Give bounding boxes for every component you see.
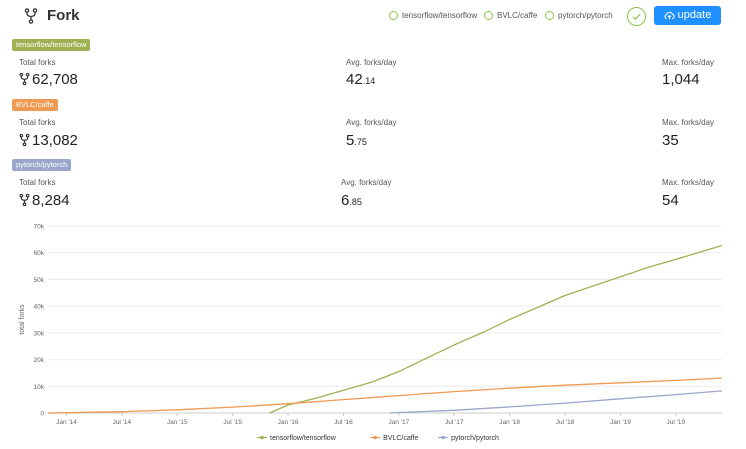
repo-option-label: tensorflow/tensorflow xyxy=(402,11,478,20)
total-forks-label: Total forks xyxy=(19,178,56,187)
check-icon xyxy=(632,13,641,21)
x-tick-label: Jul '14 xyxy=(113,419,132,426)
repo-option-label: pytorch/pytorch xyxy=(558,11,613,20)
max-forks-label: Max. forks/day xyxy=(662,178,715,187)
fork-icon xyxy=(19,193,30,207)
avg-forks-frac: .14 xyxy=(362,76,376,86)
legend-marker xyxy=(373,435,377,440)
max-forks-label: Max. forks/day xyxy=(662,58,715,67)
repo-tag-caffe: BVLC/caffe xyxy=(12,99,58,111)
avg-forks-int: 5 xyxy=(346,132,355,149)
fork-icon xyxy=(19,72,30,86)
y-tick-label: 70k xyxy=(34,224,45,231)
x-tick-label: Jan '17 xyxy=(388,419,409,426)
total-forks-label: Total forks xyxy=(19,58,56,67)
y-tick-label: 0 xyxy=(40,411,44,418)
y-axis-label: total forks xyxy=(19,304,26,335)
forks-line-chart: 0 10k 20k 30k 40k 50k 60k 70k total forks Jan '14… xyxy=(19,224,723,442)
y-tick-label: 60k xyxy=(34,250,45,257)
radio-icon[interactable] xyxy=(389,11,398,20)
x-tick-label: Jul '19 xyxy=(667,419,686,426)
y-tick-label: 20k xyxy=(34,357,45,364)
total-forks-value: 8,284 xyxy=(19,192,70,209)
total-forks-value: 62,708 xyxy=(19,71,78,88)
avg-forks-frac: .85 xyxy=(349,197,362,207)
total-forks-label: Total forks xyxy=(19,118,56,127)
repo-tag-tensorflow: tensorflow/tensorflow xyxy=(12,39,91,51)
update-button-label: update xyxy=(677,9,712,21)
repo-tag-pytorch: pytorch/pytorch xyxy=(12,159,72,171)
x-tick-label: Jul '15 xyxy=(223,419,242,426)
x-tick-label: Jan '14 xyxy=(56,419,77,426)
total-forks-number: 62,708 xyxy=(32,71,78,88)
max-forks-value: 1,044 xyxy=(662,71,700,88)
y-tick-label: 30k xyxy=(34,330,45,337)
fork-icon xyxy=(19,133,30,147)
radio-icon[interactable] xyxy=(545,11,554,20)
cloud-upload-icon xyxy=(664,11,675,20)
repo-option-label: BVLC/caffe xyxy=(497,11,538,20)
header: Fork tensorflow/tensorflow BVLC/caffe py… xyxy=(0,0,746,34)
total-forks-value: 13,082 xyxy=(19,132,78,149)
legend-marker xyxy=(441,435,445,440)
fork-icon xyxy=(24,8,38,24)
avg-forks-value: 6.85 xyxy=(341,192,362,209)
series-line xyxy=(47,377,723,414)
y-tick-label: 50k xyxy=(34,277,45,284)
series-line xyxy=(389,390,723,414)
legend-label: BVLC/caffe xyxy=(383,435,418,442)
total-forks-number: 13,082 xyxy=(32,132,78,149)
legend-label: pytorch/pytorch xyxy=(451,435,499,442)
avg-forks-frac: .75 xyxy=(354,137,367,147)
avg-forks-label: Avg. forks/day xyxy=(346,118,397,127)
update-button[interactable]: update xyxy=(654,6,721,25)
y-tick-label: 10k xyxy=(34,384,45,391)
page-title: Fork xyxy=(47,7,80,24)
confirm-button[interactable] xyxy=(627,7,646,26)
max-forks-value: 54 xyxy=(662,192,679,209)
repo-option-caffe[interactable]: BVLC/caffe xyxy=(484,11,537,20)
avg-forks-value: 5.75 xyxy=(346,132,367,149)
avg-forks-label: Avg. forks/day xyxy=(346,58,397,67)
x-tick-label: Jul '18 xyxy=(556,419,575,426)
avg-forks-int: 6 xyxy=(341,192,350,209)
x-tick-label: Jan '19 xyxy=(610,419,631,426)
max-forks-label: Max. forks/day xyxy=(662,118,715,127)
avg-forks-label: Avg. forks/day xyxy=(341,178,392,187)
x-tick-label: Jul '17 xyxy=(445,419,464,426)
total-forks-number: 8,284 xyxy=(32,192,70,209)
y-tick-label: 40k xyxy=(34,304,45,311)
legend-marker xyxy=(260,435,264,440)
radio-icon[interactable] xyxy=(484,11,493,20)
x-tick-label: Jul '16 xyxy=(334,419,353,426)
series-line xyxy=(269,244,723,414)
x-tick-label: Jan '18 xyxy=(499,419,520,426)
max-forks-value: 35 xyxy=(662,132,679,149)
repo-option-pytorch[interactable]: pytorch/pytorch xyxy=(545,11,613,20)
x-tick-label: Jan '15 xyxy=(167,419,188,426)
x-tick-label: Jan '16 xyxy=(278,419,299,426)
legend-label: tensorflow/tensorflow xyxy=(270,435,337,442)
repo-option-tensorflow[interactable]: tensorflow/tensorflow xyxy=(389,11,477,20)
avg-forks-int: 42 xyxy=(346,71,363,88)
avg-forks-value: 42.14 xyxy=(346,71,375,88)
